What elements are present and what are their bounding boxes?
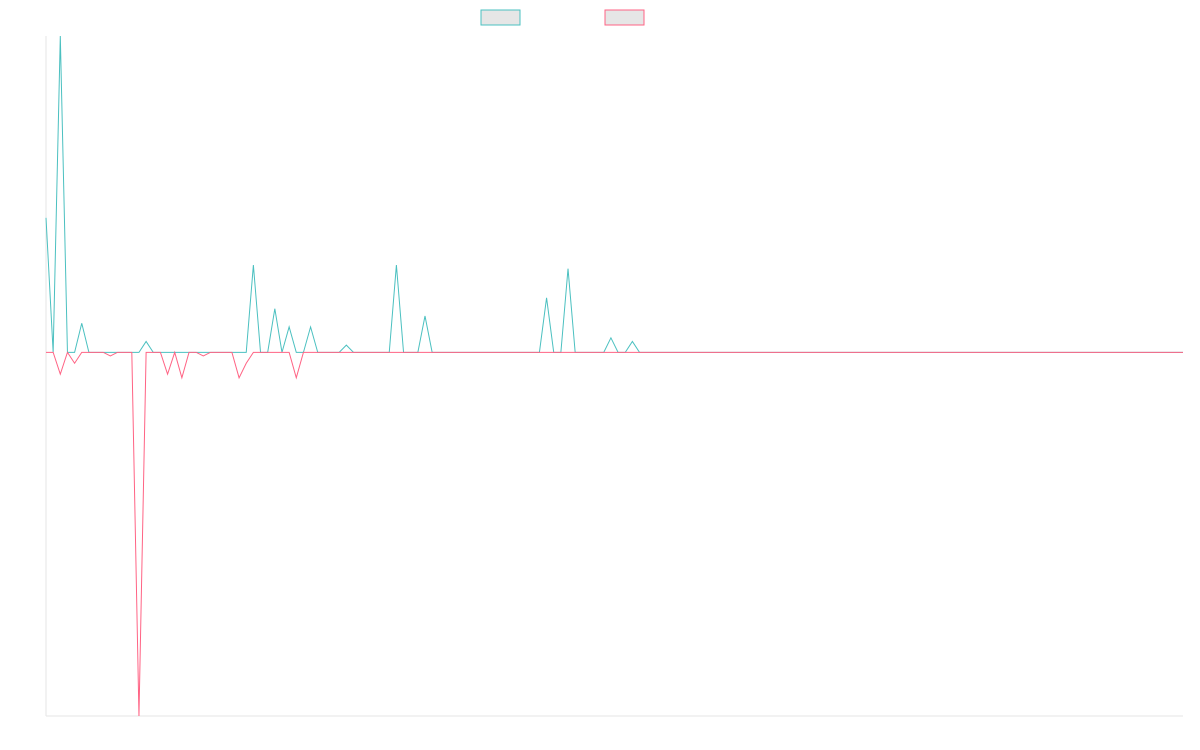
legend: [480, 9, 645, 26]
legend-swatch-1[interactable]: [480, 9, 521, 26]
series-layer: [45, 35, 1183, 717]
series-line-2: [46, 350, 1183, 717]
legend-swatch-2[interactable]: [604, 9, 645, 26]
series-line-1: [45, 35, 1183, 353]
axes: [45, 36, 1183, 717]
